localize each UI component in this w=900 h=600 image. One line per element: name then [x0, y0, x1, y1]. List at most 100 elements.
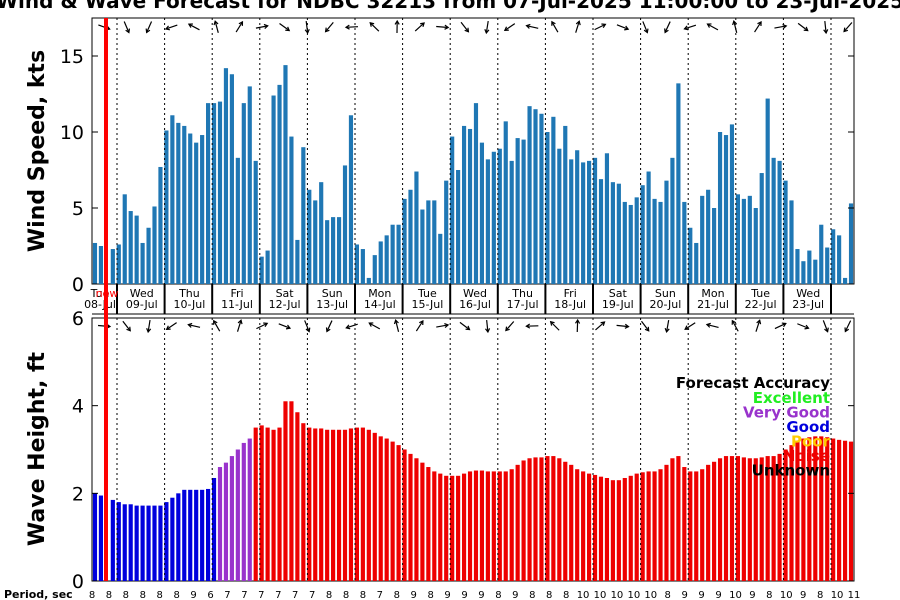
period-value: 10 — [729, 590, 742, 600]
direction-arrow — [731, 320, 739, 332]
wave-bar — [729, 456, 735, 581]
wave-bar — [533, 457, 538, 581]
wave-bar — [479, 470, 485, 581]
period-value: 9 — [478, 590, 484, 600]
direction-arrow — [345, 26, 359, 28]
day-name-label: Mon — [368, 287, 391, 300]
direction-arrow — [395, 320, 400, 332]
period-value: 8 — [563, 590, 569, 600]
direction-arrow-head — [344, 24, 350, 30]
period-value: 10 — [644, 590, 657, 600]
direction-arrow-head — [624, 323, 630, 329]
wind-bar — [360, 249, 365, 284]
wind-bar — [146, 227, 151, 284]
period-value: 10 — [627, 590, 640, 600]
wave-bar — [414, 458, 419, 581]
chart-title: Wind & Wave Forecast for NDBC 32213 from… — [0, 0, 900, 13]
day-date-label: 14-Jul — [364, 298, 396, 311]
direction-arrow — [684, 24, 697, 30]
day-date-label: 19-Jul — [602, 298, 634, 311]
wind-bar — [628, 204, 633, 284]
wind-bar — [521, 139, 526, 284]
wind-bar — [551, 116, 556, 284]
direction-arrow-head — [823, 29, 829, 35]
wind-bar — [789, 200, 794, 284]
direction-arrow-head — [757, 20, 762, 26]
wave-bar — [569, 464, 574, 581]
wind-bar — [164, 130, 169, 284]
direction-arrow — [485, 20, 489, 34]
direction-arrow-head — [601, 23, 607, 29]
period-value: 7 — [224, 590, 230, 600]
wave-bar — [491, 471, 496, 581]
day-name-label: Tue — [417, 287, 437, 300]
direction-arrow — [822, 320, 829, 332]
y-tick-label: 0 — [72, 571, 84, 593]
wave-bar — [253, 427, 258, 581]
wave-bar — [801, 438, 806, 581]
direction-arrow — [797, 22, 809, 32]
period-value: 8 — [427, 590, 433, 600]
wave-bar — [717, 458, 723, 581]
wave-bar — [384, 438, 389, 581]
wind-bar — [616, 183, 621, 284]
wind-bar — [479, 142, 485, 284]
period-value: 8 — [173, 590, 179, 600]
wave-bar — [842, 440, 848, 581]
direction-arrow-head — [683, 25, 689, 31]
direction-arrow — [797, 323, 809, 329]
wave-bar — [545, 456, 550, 581]
day-name-label: Tue — [750, 287, 770, 300]
wave-bar — [461, 473, 467, 581]
day-date-label: 18-Jul — [554, 298, 586, 311]
wave-bar — [176, 493, 181, 581]
wave-bar — [366, 429, 371, 581]
wave-bar — [140, 505, 145, 581]
direction-arrow — [664, 21, 671, 33]
wave-bar — [509, 469, 514, 581]
y-tick-label: 10 — [60, 122, 84, 144]
direction-arrow — [279, 22, 290, 32]
wind-bar — [325, 220, 330, 284]
wind-bar — [688, 227, 693, 284]
wave-bar — [652, 471, 657, 581]
wind-bar — [247, 86, 252, 285]
direction-arrow-head — [237, 319, 243, 325]
direction-arrow — [147, 319, 151, 333]
direction-arrow — [436, 324, 449, 328]
period-value: 11 — [848, 590, 861, 600]
direction-arrow — [188, 324, 201, 328]
wave-bar — [628, 475, 633, 581]
direction-arrow-head — [574, 318, 581, 324]
day-name-label: Sat — [609, 287, 628, 300]
direction-arrow-head — [644, 326, 650, 332]
wave-bar — [229, 456, 234, 581]
direction-arrow — [188, 23, 200, 31]
wind-bar — [646, 171, 651, 284]
wind-bar — [384, 235, 389, 284]
wind-bar — [420, 209, 425, 284]
wave-bar — [592, 474, 598, 581]
wind-bar — [503, 121, 508, 284]
wind-bar — [450, 136, 455, 284]
wave-bar — [211, 477, 217, 581]
direction-arrow-head — [705, 322, 711, 328]
wind-bar — [819, 224, 824, 284]
wave-bar — [467, 471, 473, 581]
period-value: 8 — [546, 590, 552, 600]
direction-arrow — [551, 21, 559, 33]
direction-arrow — [325, 22, 334, 32]
wave-bar — [598, 476, 604, 581]
wind-bar — [378, 241, 383, 284]
wave-bar — [795, 440, 800, 581]
direction-arrow — [526, 25, 539, 29]
wave-bar — [640, 472, 645, 581]
wave-bar — [336, 429, 342, 581]
wave-bar — [194, 489, 199, 581]
wind-bar — [98, 246, 104, 284]
wind-bar — [664, 180, 669, 284]
direction-arrow-head — [213, 319, 218, 325]
direction-arrow — [666, 319, 670, 333]
direction-arrow — [595, 321, 605, 331]
wind-bar — [461, 125, 467, 284]
